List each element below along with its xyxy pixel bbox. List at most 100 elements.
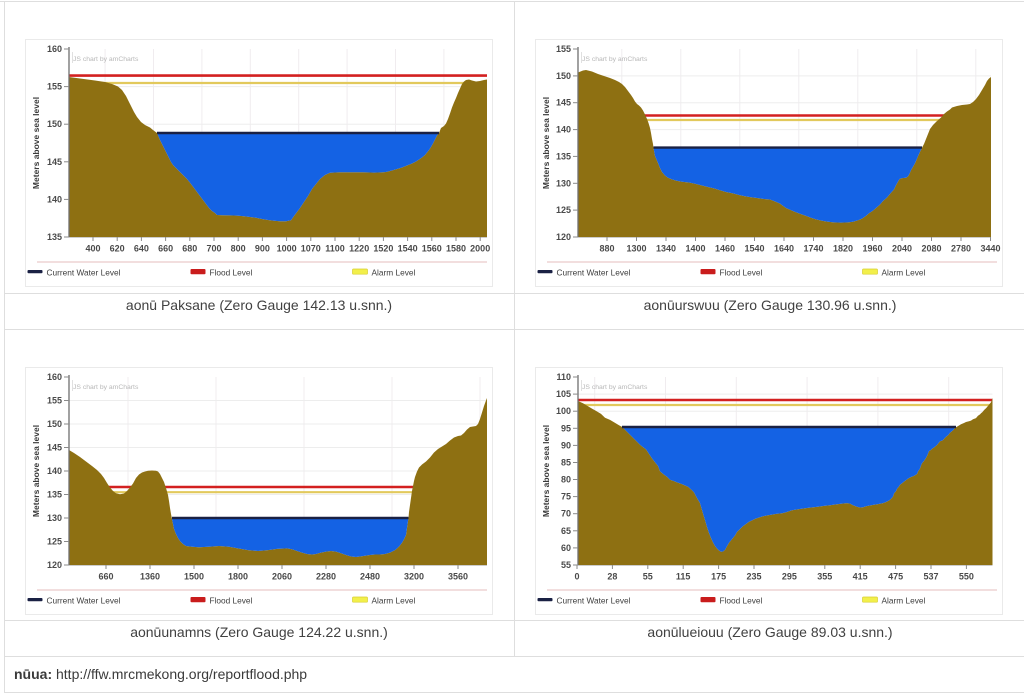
svg-text:Alarm Level: Alarm Level — [882, 596, 926, 606]
svg-text:160: 160 — [47, 44, 62, 54]
svg-text:680: 680 — [182, 244, 197, 254]
svg-text:Flood Level: Flood Level — [210, 268, 253, 278]
svg-text:Alarm Level: Alarm Level — [372, 596, 416, 606]
svg-text:1540: 1540 — [398, 244, 418, 254]
svg-text:3560: 3560 — [448, 572, 468, 582]
svg-text:100: 100 — [556, 406, 571, 416]
svg-text:Meters above sea level: Meters above sea level — [541, 97, 551, 189]
svg-text:Current Water Level: Current Water Level — [557, 268, 631, 278]
svg-text:2480: 2480 — [360, 572, 380, 582]
svg-text:JS chart by amCharts: JS chart by amCharts — [582, 384, 648, 391]
svg-text:700: 700 — [206, 244, 221, 254]
svg-text:550: 550 — [959, 572, 974, 582]
svg-text:Alarm Level: Alarm Level — [882, 268, 926, 278]
svg-text:900: 900 — [255, 244, 270, 254]
svg-text:235: 235 — [746, 572, 761, 582]
svg-text:140: 140 — [47, 194, 62, 204]
svg-text:1640: 1640 — [774, 244, 794, 254]
svg-text:145: 145 — [47, 157, 62, 167]
svg-text:155: 155 — [47, 396, 62, 406]
svg-text:800: 800 — [231, 244, 246, 254]
svg-text:85: 85 — [561, 458, 571, 468]
svg-text:Current Water Level: Current Water Level — [47, 596, 121, 606]
svg-text:1820: 1820 — [833, 244, 853, 254]
svg-text:135: 135 — [47, 490, 62, 500]
svg-text:415: 415 — [853, 572, 868, 582]
svg-text:Meters above sea level: Meters above sea level — [541, 425, 551, 517]
svg-text:400: 400 — [85, 244, 100, 254]
svg-text:75: 75 — [561, 492, 571, 502]
svg-text:1400: 1400 — [685, 244, 705, 254]
svg-text:55: 55 — [643, 572, 653, 582]
svg-text:155: 155 — [556, 44, 571, 54]
svg-text:1520: 1520 — [373, 244, 393, 254]
svg-text:150: 150 — [47, 419, 62, 429]
svg-text:130: 130 — [556, 178, 571, 188]
svg-text:140: 140 — [47, 466, 62, 476]
svg-text:2080: 2080 — [921, 244, 941, 254]
svg-text:Current Water Level: Current Water Level — [557, 596, 631, 606]
svg-text:620: 620 — [110, 244, 125, 254]
svg-text:Current Water Level: Current Water Level — [47, 268, 121, 278]
svg-text:Meters above sea level: Meters above sea level — [31, 97, 41, 189]
svg-text:1540: 1540 — [744, 244, 764, 254]
svg-text:155: 155 — [47, 82, 62, 92]
svg-text:80: 80 — [561, 475, 571, 485]
svg-text:1300: 1300 — [626, 244, 646, 254]
svg-text:105: 105 — [556, 389, 571, 399]
svg-text:130: 130 — [47, 513, 62, 523]
svg-text:2040: 2040 — [892, 244, 912, 254]
svg-text:145: 145 — [47, 443, 62, 453]
svg-text:175: 175 — [711, 572, 726, 582]
svg-text:537: 537 — [923, 572, 938, 582]
svg-text:0: 0 — [574, 572, 579, 582]
svg-text:1560: 1560 — [422, 244, 442, 254]
svg-text:JS chart by amCharts: JS chart by amCharts — [582, 56, 648, 63]
svg-text:Meters above sea level: Meters above sea level — [31, 425, 41, 517]
svg-text:1100: 1100 — [325, 244, 345, 254]
svg-text:Flood Level: Flood Level — [720, 596, 763, 606]
svg-text:125: 125 — [556, 205, 571, 215]
svg-text:1960: 1960 — [862, 244, 882, 254]
svg-text:880: 880 — [599, 244, 614, 254]
svg-text:160: 160 — [47, 372, 62, 382]
svg-text:55: 55 — [561, 560, 571, 570]
svg-text:Alarm Level: Alarm Level — [372, 268, 416, 278]
svg-text:2280: 2280 — [316, 572, 336, 582]
svg-text:2060: 2060 — [272, 572, 292, 582]
svg-text:65: 65 — [561, 526, 571, 536]
svg-text:60: 60 — [561, 543, 571, 553]
svg-text:660: 660 — [158, 244, 173, 254]
svg-text:Flood Level: Flood Level — [720, 268, 763, 278]
svg-text:145: 145 — [556, 98, 571, 108]
svg-text:355: 355 — [817, 572, 832, 582]
svg-text:120: 120 — [47, 560, 62, 570]
svg-text:70: 70 — [561, 509, 571, 519]
svg-text:95: 95 — [561, 423, 571, 433]
svg-text:1460: 1460 — [715, 244, 735, 254]
svg-text:140: 140 — [556, 125, 571, 135]
svg-text:475: 475 — [888, 572, 903, 582]
svg-text:3440: 3440 — [980, 244, 1000, 254]
svg-text:120: 120 — [556, 232, 571, 242]
svg-text:1340: 1340 — [656, 244, 676, 254]
svg-text:295: 295 — [782, 572, 797, 582]
svg-text:Flood Level: Flood Level — [210, 596, 253, 606]
svg-text:150: 150 — [47, 119, 62, 129]
svg-text:1070: 1070 — [301, 244, 321, 254]
svg-text:135: 135 — [556, 151, 571, 161]
svg-text:90: 90 — [561, 440, 571, 450]
svg-text:1000: 1000 — [277, 244, 297, 254]
svg-text:1360: 1360 — [140, 572, 160, 582]
svg-text:660: 660 — [98, 572, 113, 582]
svg-text:1740: 1740 — [803, 244, 823, 254]
svg-text:135: 135 — [47, 232, 62, 242]
svg-text:1220: 1220 — [349, 244, 369, 254]
svg-text:115: 115 — [676, 572, 691, 582]
svg-text:640: 640 — [134, 244, 149, 254]
svg-text:JS chart by amCharts: JS chart by amCharts — [73, 56, 139, 63]
svg-text:125: 125 — [47, 537, 62, 547]
svg-text:1500: 1500 — [184, 572, 204, 582]
svg-text:JS chart by amCharts: JS chart by amCharts — [73, 384, 139, 391]
svg-text:1580: 1580 — [446, 244, 466, 254]
